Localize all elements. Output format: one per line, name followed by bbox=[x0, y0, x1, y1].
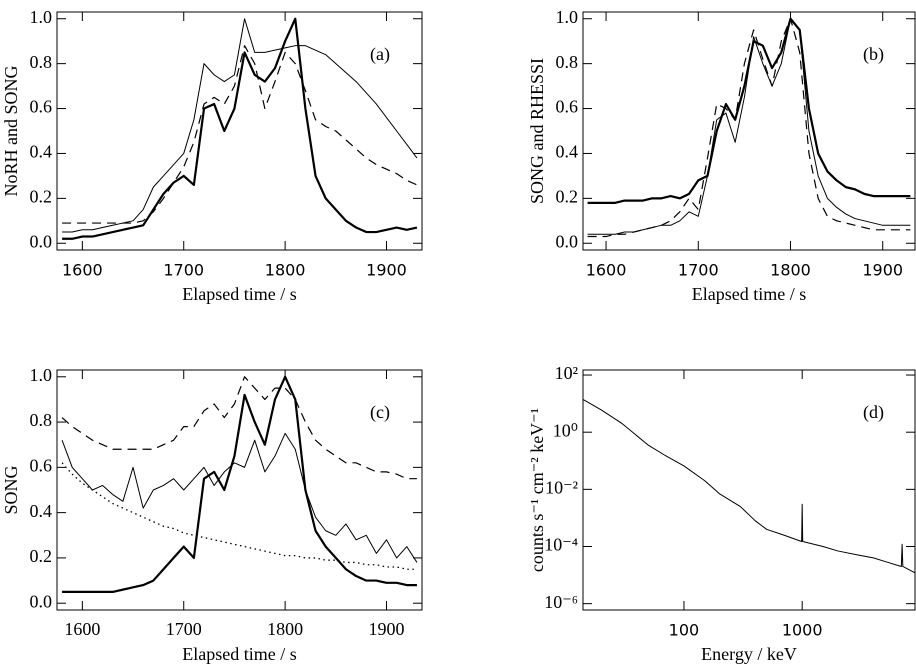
y-tick-label: 0.0 bbox=[30, 591, 53, 611]
y-tick-label: 0.8 bbox=[30, 410, 53, 430]
x-axis-label: Energy / keV bbox=[701, 644, 797, 664]
panel-label: (c) bbox=[370, 402, 390, 423]
x-tick-label: 1800 bbox=[267, 619, 303, 639]
plot-frame bbox=[56, 369, 423, 611]
data-line bbox=[61, 432, 418, 563]
plot-frame bbox=[56, 11, 423, 251]
y-tick-label: 10⁻⁶ bbox=[544, 592, 578, 612]
y-tick-label: 1.0 bbox=[556, 7, 579, 27]
y-axis-label: SONG bbox=[1, 465, 21, 514]
y-tick-label: 10⁻² bbox=[545, 477, 578, 497]
x-tick-label: 1900 bbox=[366, 261, 407, 280]
x-tick-label: 100 bbox=[669, 621, 700, 640]
data-line bbox=[61, 462, 417, 570]
data-line bbox=[62, 17, 418, 240]
y-tick-label: 0.6 bbox=[556, 97, 579, 117]
y-tick-label: 0.0 bbox=[556, 231, 579, 251]
y-tick-label: 10⁻⁴ bbox=[544, 535, 578, 555]
x-tick-label: 1800 bbox=[265, 261, 306, 280]
y-tick-label: 0.8 bbox=[556, 52, 579, 72]
x-axis-label: Elapsed time / s bbox=[692, 284, 806, 304]
data-line bbox=[62, 375, 417, 593]
data-line bbox=[587, 18, 911, 235]
x-tick-label: 1000 bbox=[782, 621, 823, 640]
x-tick-label: 1700 bbox=[166, 619, 202, 639]
data-line bbox=[62, 45, 418, 224]
x-tick-label: 1900 bbox=[369, 619, 405, 639]
y-tick-label: 0.4 bbox=[30, 501, 53, 521]
y-tick-label: 0.0 bbox=[30, 231, 53, 251]
y-tick-label: 0.2 bbox=[30, 546, 53, 566]
data-line bbox=[61, 376, 417, 480]
x-tick-label: 1600 bbox=[586, 261, 627, 280]
y-tick-label: 0.6 bbox=[30, 97, 53, 117]
x-tick-label: 1900 bbox=[862, 261, 903, 280]
x-tick-label: 1700 bbox=[678, 261, 719, 280]
y-tick-label: 0.4 bbox=[556, 142, 579, 162]
y-tick-label: 0.4 bbox=[30, 142, 53, 162]
y-axis-label: SONG and RHESSI bbox=[527, 58, 547, 204]
y-tick-label: 1.0 bbox=[30, 7, 53, 27]
x-axis-label: Elapsed time / s bbox=[182, 644, 296, 664]
x-axis-label: Elapsed time / s bbox=[182, 284, 296, 304]
data-line bbox=[587, 18, 911, 238]
x-tick-label: 1700 bbox=[163, 261, 204, 280]
x-tick-label: 1800 bbox=[770, 261, 811, 280]
panel-label: (b) bbox=[863, 44, 884, 65]
panel-label: (d) bbox=[863, 402, 884, 423]
y-tick-label: 0.8 bbox=[30, 52, 53, 72]
data-line bbox=[62, 18, 418, 233]
y-tick-label: 0.2 bbox=[30, 186, 53, 206]
y-axis-label: NoRH and SONG bbox=[1, 65, 21, 196]
y-tick-label: 1.0 bbox=[30, 365, 53, 385]
y-tick-label: 0.6 bbox=[30, 455, 53, 475]
y-tick-label: 0.2 bbox=[556, 186, 579, 206]
x-tick-label: 1600 bbox=[64, 619, 100, 639]
x-tick-label: 1600 bbox=[62, 261, 103, 280]
y-tick-label: 10⁰ bbox=[553, 420, 578, 440]
data-line bbox=[587, 17, 911, 204]
data-line bbox=[582, 398, 916, 574]
y-axis-label: counts s⁻¹ cm⁻² keV⁻¹ bbox=[527, 408, 547, 572]
panel-label: (a) bbox=[370, 44, 390, 65]
y-tick-label: 10² bbox=[555, 363, 578, 383]
plot-frame bbox=[582, 11, 916, 251]
plot-frame bbox=[582, 369, 916, 611]
